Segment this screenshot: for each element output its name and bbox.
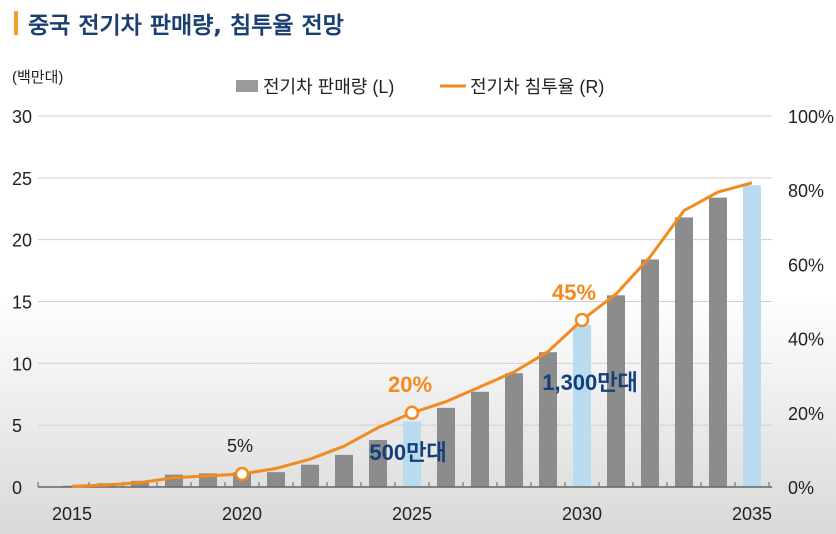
annotation-label: 45% (552, 280, 596, 305)
x-tick-label: 2035 (732, 504, 772, 524)
y-left-tick-label: 5 (12, 416, 22, 436)
x-tick-label: 2025 (392, 504, 432, 524)
bar-2035 (743, 185, 761, 487)
bar-2026 (437, 407, 455, 487)
title-accent-bar (14, 11, 18, 35)
bar-2033 (675, 217, 693, 487)
legend-label-bar: 전기차 판매량 (L) (263, 77, 394, 97)
y-left-tick-label: 15 (12, 293, 32, 313)
line-marker-2030 (574, 312, 590, 328)
y-unit-label: (백만대) (12, 69, 63, 86)
x-tick-label: 2020 (222, 504, 262, 524)
y-left-tick-label: 25 (12, 169, 32, 189)
bar-2031 (607, 295, 625, 487)
annotation-label: 20% (388, 372, 432, 397)
y-left-tick-label: 10 (12, 354, 32, 374)
y-right-tick-label: 60% (788, 255, 824, 275)
bar-2027 (471, 391, 489, 487)
line-marker-2020 (234, 466, 250, 482)
bar-2025 (403, 421, 421, 487)
annotation-label: 5% (227, 436, 253, 456)
y-right-tick-label: 40% (788, 330, 824, 350)
bar-2023 (335, 454, 353, 487)
y-left-tick-label: 30 (12, 107, 32, 127)
bar-2032 (641, 259, 659, 487)
y-right-tick-label: 20% (788, 404, 824, 424)
y-right-tick-label: 0% (788, 478, 814, 498)
bar-2030 (573, 324, 591, 487)
y-left-tick-label: 0 (12, 478, 22, 498)
y-right-tick-label: 80% (788, 181, 824, 201)
bar-2034 (709, 197, 727, 487)
legend: 전기차 판매량 (L) 전기차 침투율 (R) (236, 77, 604, 97)
line-marker-2025 (404, 405, 420, 421)
annotation-label: 1,300만대 (542, 370, 638, 395)
legend-swatch-bar (236, 80, 258, 92)
chart-title: 중국 전기차 판매량, 침투율 전망 (14, 6, 344, 40)
x-tick-label: 2030 (562, 504, 602, 524)
bar-2021 (267, 472, 285, 487)
x-tick-label: 2015 (52, 504, 92, 524)
legend-label-line: 전기차 침투율 (R) (470, 77, 604, 97)
bar-2029 (539, 352, 557, 487)
bar-2028 (505, 373, 523, 487)
y-right-tick-label: 100% (788, 107, 834, 127)
y-left-tick-label: 20 (12, 231, 32, 251)
annotation-label: 500만대 (369, 440, 446, 465)
bar-2024 (369, 440, 387, 487)
chart-title-text: 중국 전기차 판매량, 침투율 전망 (28, 13, 344, 39)
bar-2022 (301, 464, 319, 487)
